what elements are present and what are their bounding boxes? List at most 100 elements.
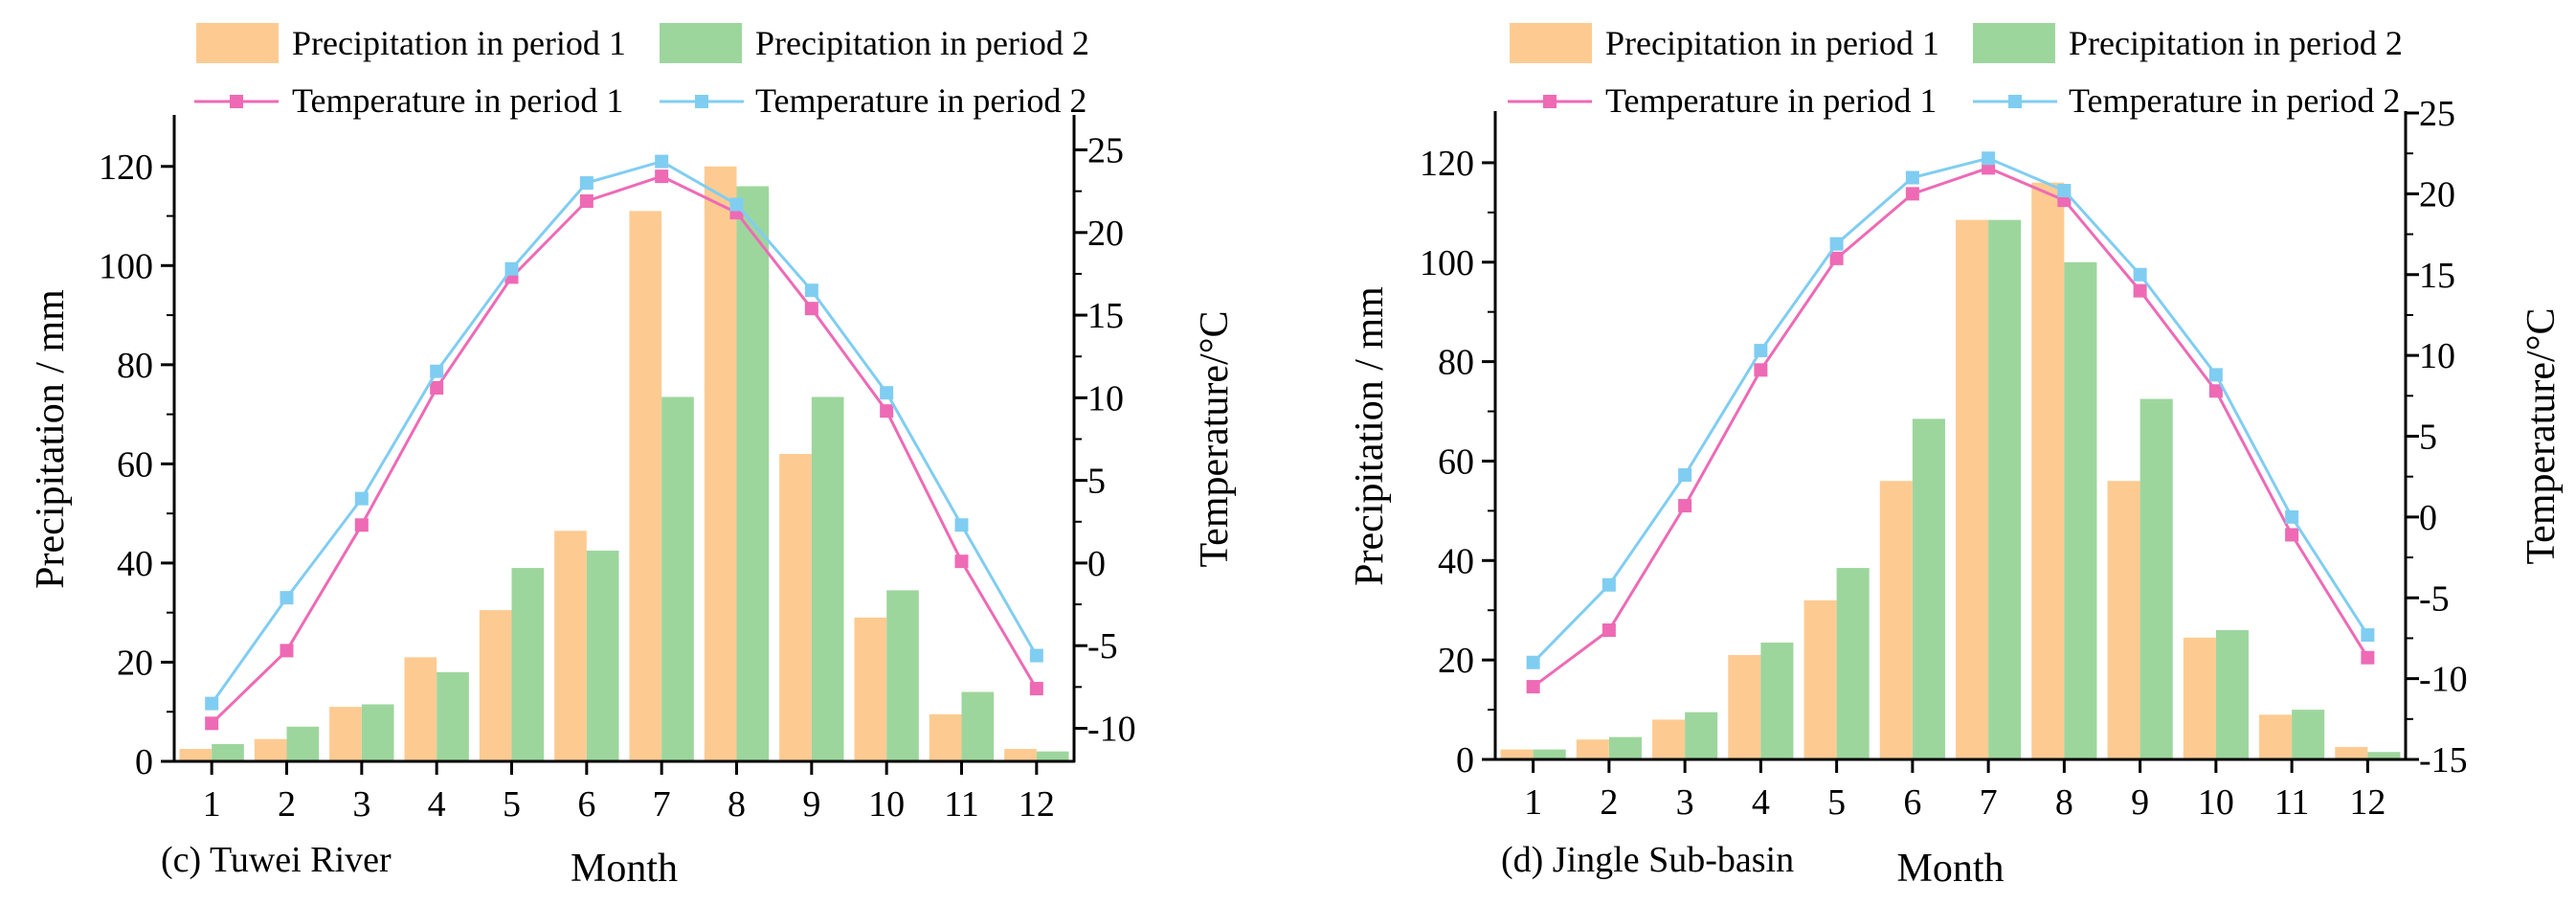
y2-tick-label: 10 bbox=[2419, 336, 2455, 376]
x-tick-label: 1 bbox=[203, 784, 221, 825]
bar-precip-period1 bbox=[704, 166, 737, 761]
y-tick-label: 80 bbox=[1438, 343, 1474, 383]
bar-precip-period1 bbox=[1879, 481, 1913, 759]
marker-temp-period1 bbox=[1905, 187, 1919, 201]
legend-swatch-temp1-marker bbox=[1543, 95, 1557, 108]
bar-precip-period2 bbox=[1685, 712, 1718, 759]
line-temp-period1 bbox=[1532, 166, 2369, 689]
marker-temp-period1 bbox=[1602, 623, 1616, 637]
line-temp-period2 bbox=[210, 159, 1039, 705]
x-tick-label: 3 bbox=[1676, 782, 1694, 823]
marker-temp-period2 bbox=[2208, 368, 2223, 382]
bar-precip-period2 bbox=[586, 550, 619, 761]
marker-temp-period2 bbox=[1602, 577, 1616, 592]
marker-temp-period1 bbox=[1678, 499, 1692, 513]
bar-precip-period2 bbox=[1036, 751, 1069, 761]
bar-precip-period1 bbox=[2335, 747, 2368, 759]
bar-precip-period1 bbox=[1004, 749, 1037, 761]
x-tick-label: 12 bbox=[1019, 784, 1055, 825]
marker-temp-period1 bbox=[2285, 528, 2299, 542]
bar-precip-period2 bbox=[1760, 642, 1794, 759]
marker-temp-period1 bbox=[579, 194, 594, 209]
x-tick-label: 10 bbox=[2198, 782, 2234, 823]
y-tick-label: 60 bbox=[117, 444, 153, 485]
bar-precip-period1 bbox=[1576, 739, 1609, 759]
y2-tick-label: 0 bbox=[1087, 544, 1106, 584]
y2-axis-title: Temperature/°C bbox=[2520, 307, 2564, 564]
marker-temp-period2 bbox=[205, 696, 219, 711]
bar-precip-period2 bbox=[1836, 568, 1870, 759]
bar-precip-period1 bbox=[2259, 714, 2293, 759]
marker-temp-period2 bbox=[804, 283, 818, 298]
marker-temp-period1 bbox=[280, 644, 294, 658]
y-tick-label: 0 bbox=[1456, 740, 1474, 781]
marker-temp-period2 bbox=[655, 154, 669, 169]
marker-temp-period1 bbox=[954, 554, 969, 569]
bar-precip-period2 bbox=[2292, 710, 2325, 759]
marker-temp-period1 bbox=[2361, 650, 2375, 665]
legend-label-temp2: Temperature in period 2 bbox=[755, 81, 1086, 120]
bar-precip-period1 bbox=[479, 610, 512, 761]
legend-label-temp1: Temperature in period 1 bbox=[292, 81, 623, 120]
marker-temp-period2 bbox=[504, 261, 519, 276]
bar-precip-period1 bbox=[404, 657, 437, 761]
x-tick-label: 3 bbox=[352, 784, 370, 825]
y-tick-label: 40 bbox=[117, 544, 153, 584]
marker-temp-period1 bbox=[1829, 251, 1844, 265]
x-tick-label: 4 bbox=[1752, 782, 1770, 823]
legend-swatch-precip1 bbox=[196, 23, 279, 63]
marker-temp-period2 bbox=[2133, 267, 2147, 282]
legend-label-precip1: Precipitation in period 1 bbox=[292, 24, 626, 62]
bar-precip-period2 bbox=[2139, 398, 2173, 759]
y-tick-label: 20 bbox=[1438, 641, 1474, 681]
bar-precip-period1 bbox=[854, 617, 887, 761]
chart-panel-d bbox=[1482, 111, 2419, 773]
marker-temp-period2 bbox=[1982, 151, 1996, 166]
chart-panel-c bbox=[161, 115, 1087, 775]
bar-precip-period2 bbox=[1912, 419, 1945, 759]
bar-precip-period1 bbox=[2107, 481, 2140, 759]
y2-tick-label: 0 bbox=[2419, 498, 2437, 538]
y-tick-label: 60 bbox=[1438, 441, 1474, 482]
x-tick-label: 5 bbox=[1827, 782, 1846, 823]
x-tick-label: 4 bbox=[428, 784, 446, 825]
marker-temp-period2 bbox=[729, 197, 744, 212]
y-tick-label: 120 bbox=[1420, 144, 1474, 184]
bar-precip-period2 bbox=[661, 396, 694, 761]
marker-temp-period1 bbox=[804, 302, 818, 316]
y2-tick-label: 20 bbox=[1087, 214, 1124, 254]
y-axis-title: Precipitation / mm bbox=[29, 289, 73, 589]
marker-temp-period2 bbox=[280, 591, 294, 605]
y-tick-label: 120 bbox=[99, 147, 153, 188]
marker-temp-period1 bbox=[1526, 680, 1540, 694]
bar-precip-period1 bbox=[329, 707, 362, 761]
marker-temp-period2 bbox=[354, 491, 369, 506]
marker-temp-period2 bbox=[2361, 628, 2375, 643]
bar-precip-period1 bbox=[2183, 637, 2216, 759]
bar-precip-period2 bbox=[286, 726, 320, 761]
marker-temp-period1 bbox=[2208, 384, 2223, 398]
panel-label: (d) Jingle Sub-basin bbox=[1501, 840, 1794, 880]
bar-precip-period1 bbox=[1956, 219, 1989, 759]
bar-precip-period2 bbox=[511, 568, 545, 761]
bar-precip-period1 bbox=[779, 454, 812, 761]
y2-tick-label: 5 bbox=[2419, 418, 2437, 458]
marker-temp-period1 bbox=[655, 170, 669, 184]
legend-label-precip2: Precipitation in period 2 bbox=[2069, 24, 2403, 62]
y2-tick-label: 25 bbox=[1087, 131, 1124, 171]
bar-precip-period2 bbox=[2064, 261, 2097, 759]
y2-tick-label: -5 bbox=[1087, 626, 1118, 667]
bar-precip-period1 bbox=[254, 738, 287, 761]
marker-temp-period2 bbox=[2057, 184, 2072, 197]
marker-temp-period2 bbox=[1526, 655, 1540, 669]
y2-tick-label: 10 bbox=[1087, 378, 1124, 419]
line-temp-period2 bbox=[1532, 156, 2369, 664]
x-tick-label: 12 bbox=[2349, 782, 2386, 823]
marker-temp-period2 bbox=[430, 364, 444, 378]
bar-precip-period1 bbox=[554, 531, 587, 761]
y2-tick-label: 25 bbox=[2419, 94, 2455, 134]
y-axis-title: Precipitation / mm bbox=[1348, 286, 1392, 586]
bar-precip-period2 bbox=[1988, 219, 2022, 759]
bar-precip-period2 bbox=[212, 743, 244, 761]
